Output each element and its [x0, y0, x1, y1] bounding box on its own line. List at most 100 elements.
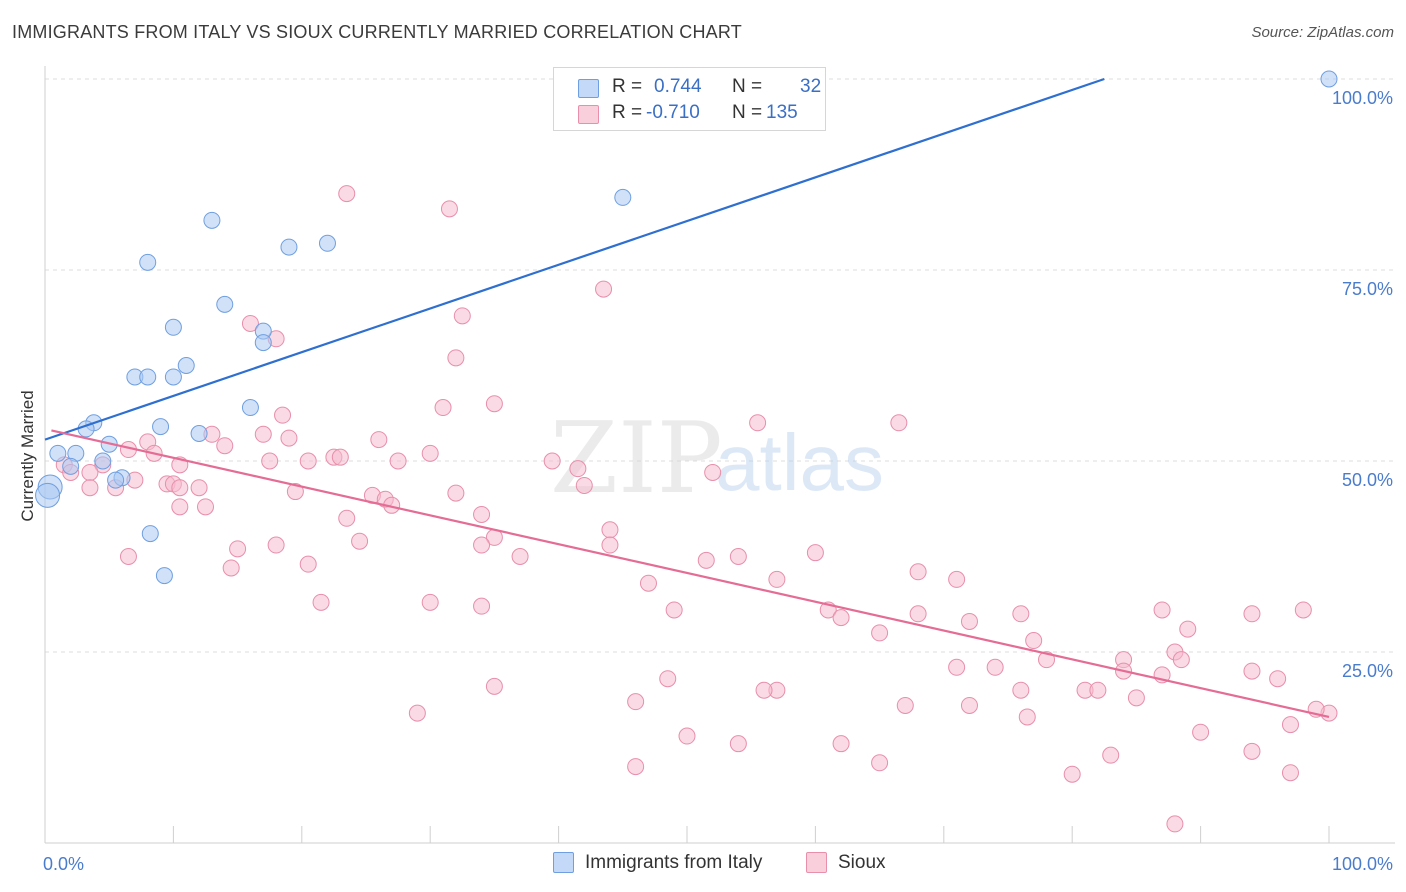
- data-points: [35, 70, 1338, 833]
- n-label: N =: [732, 102, 763, 123]
- italy-point: [94, 452, 112, 470]
- legend-label: Sioux: [838, 852, 886, 873]
- italy-point: [318, 234, 336, 252]
- sioux-point: [1243, 662, 1261, 680]
- sioux-point: [1281, 764, 1299, 782]
- sioux-point: [986, 658, 1004, 676]
- sioux-point: [627, 693, 645, 711]
- italy-swatch: [578, 79, 599, 98]
- sioux-point: [241, 314, 259, 332]
- y-tick-label: 50.0%: [1342, 470, 1393, 490]
- r-label: R =: [612, 76, 643, 97]
- sioux-point: [447, 484, 465, 502]
- sioux-point: [312, 593, 330, 611]
- y-tick-label: 100.0%: [1332, 88, 1393, 108]
- sioux-point: [286, 483, 304, 501]
- sioux-point: [351, 532, 369, 550]
- italy-point: [164, 368, 182, 386]
- sioux-point: [871, 754, 889, 772]
- sioux-point: [1243, 742, 1261, 760]
- sioux-point: [1192, 723, 1210, 741]
- sioux-point: [81, 479, 99, 497]
- n-value: 32: [800, 76, 822, 97]
- sioux-point: [678, 727, 696, 745]
- sioux-point: [569, 460, 587, 478]
- sioux-point: [871, 624, 889, 642]
- sioux-point: [1063, 765, 1081, 783]
- italy-point: [190, 424, 208, 442]
- sioux-point: [299, 555, 317, 573]
- watermark-atlas: atlas: [715, 418, 884, 507]
- sioux-point: [453, 307, 471, 325]
- italy-point: [203, 211, 221, 229]
- sioux-point: [948, 658, 966, 676]
- sioux-point: [485, 395, 503, 413]
- sioux-point: [704, 463, 722, 481]
- sioux-point: [338, 185, 356, 203]
- y-tick-labels: 25.0% 50.0% 75.0% 100.0%: [1332, 88, 1393, 681]
- italy-point: [164, 318, 182, 336]
- sioux-point: [421, 593, 439, 611]
- sioux-point: [1243, 605, 1261, 623]
- sioux-point: [267, 536, 285, 554]
- sioux-point: [960, 612, 978, 630]
- sioux-point: [729, 548, 747, 565]
- italy-trend-line: [44, 77, 1105, 441]
- sioux-point: [370, 431, 388, 449]
- sioux-point: [1102, 746, 1120, 764]
- sioux-point: [595, 280, 613, 298]
- sioux-point: [331, 448, 349, 466]
- source-label: Source: ZipAtlas.com: [1251, 24, 1394, 41]
- sioux-point: [1025, 632, 1043, 650]
- grid-lines: [45, 78, 1395, 653]
- sioux-point: [1038, 651, 1056, 669]
- sioux-point: [896, 696, 914, 714]
- legend-label: Immigrants from Italy: [585, 852, 763, 873]
- sioux-point: [806, 544, 824, 562]
- sioux-point: [909, 605, 927, 623]
- sioux-point: [749, 414, 767, 432]
- italy-point: [177, 357, 195, 374]
- italy-point: [254, 334, 272, 352]
- sioux-point: [627, 758, 645, 776]
- sioux-point: [1127, 689, 1145, 707]
- sioux-point: [832, 735, 850, 753]
- sioux-point: [338, 509, 356, 527]
- sioux-point: [960, 696, 978, 714]
- sioux-swatch: [578, 105, 599, 124]
- italy-point: [614, 188, 632, 206]
- sioux-point: [280, 429, 298, 447]
- sioux-point: [575, 476, 593, 494]
- italy-legend-swatch: [553, 852, 574, 873]
- italy-point: [62, 457, 80, 475]
- watermark: ZIP atlas: [550, 402, 884, 516]
- y-tick-label: 25.0%: [1342, 661, 1393, 681]
- sioux-point: [1012, 681, 1030, 699]
- sioux-point: [261, 452, 279, 470]
- sioux-point: [948, 570, 966, 588]
- correlation-stats-box: R = 0.744 N = 32 R = -0.710 N = 135: [553, 67, 826, 131]
- sioux-point: [1089, 681, 1107, 699]
- n-value: 135: [766, 102, 798, 123]
- sioux-point: [216, 437, 234, 455]
- sioux-point: [601, 536, 619, 554]
- sioux-point: [421, 444, 439, 462]
- sioux-point: [1153, 601, 1171, 619]
- sioux-trend-line: [51, 429, 1330, 719]
- sioux-point: [1012, 605, 1030, 623]
- sioux-point: [485, 677, 503, 695]
- sioux-point: [81, 463, 99, 481]
- sioux-point: [1281, 716, 1299, 734]
- sioux-point: [511, 548, 529, 565]
- italy-point: [155, 567, 173, 585]
- sioux-point: [171, 498, 189, 516]
- italy-point: [141, 525, 159, 543]
- r-value: 0.744: [654, 76, 702, 97]
- trend-lines: [44, 77, 1330, 719]
- x-tick-label: 100.0%: [1332, 854, 1393, 874]
- sioux-point: [171, 479, 189, 497]
- italy-point: [107, 471, 125, 489]
- sioux-point: [447, 349, 465, 367]
- italy-point: [139, 368, 157, 386]
- sioux-point: [229, 540, 247, 558]
